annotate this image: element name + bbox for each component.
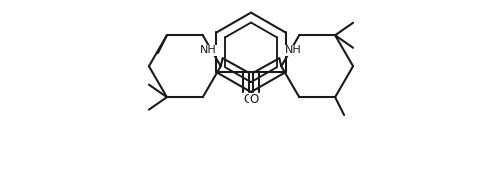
Text: O: O	[249, 93, 259, 106]
Text: O: O	[242, 93, 252, 106]
Text: NH: NH	[285, 45, 302, 55]
Text: NH: NH	[199, 45, 216, 55]
